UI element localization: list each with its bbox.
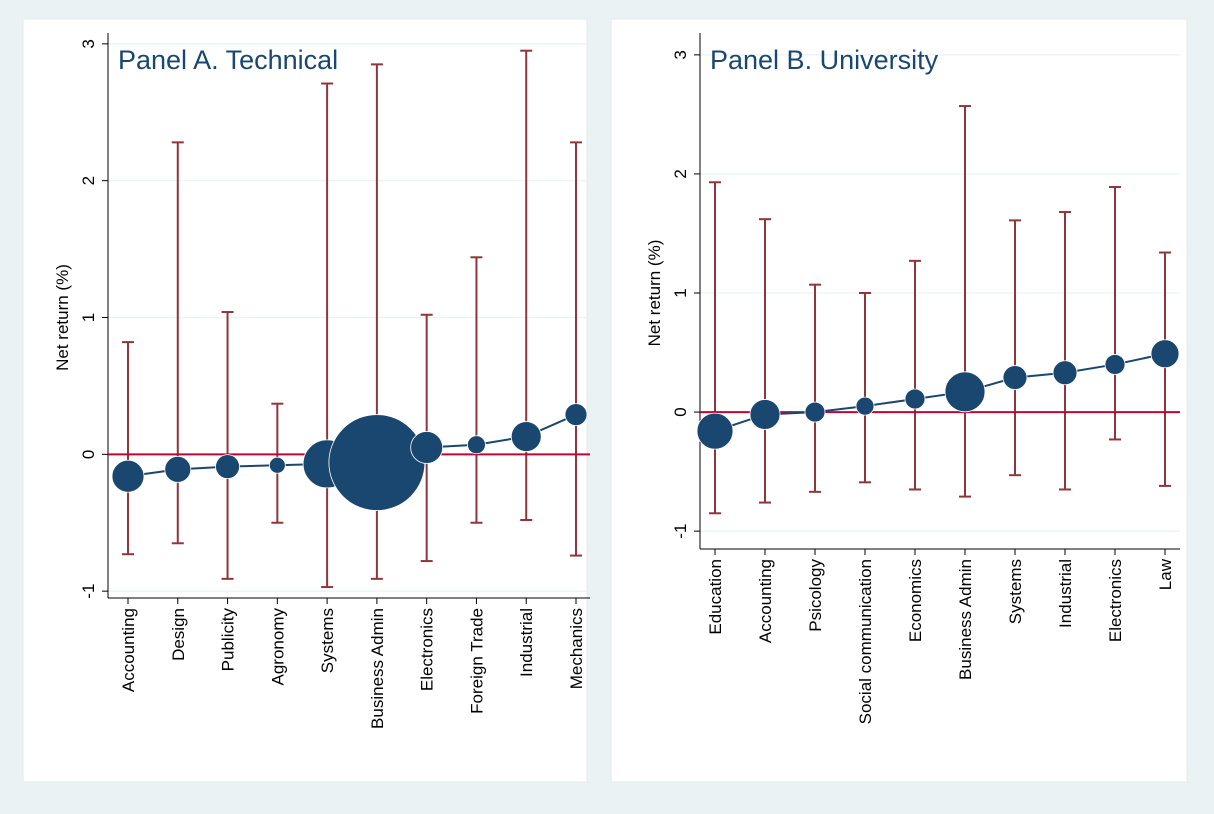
panel-a-technical: -1 0 1 2 3 Net return (%) Accounting Design Publ… — [22, 18, 590, 783]
x-tick-label: Agronomy — [268, 608, 287, 686]
panel-title: Panel B. University — [710, 45, 939, 75]
x-tick-label: Business Admin — [956, 559, 975, 680]
y-axis-title: Net return (%) — [53, 264, 72, 371]
estimate-marker — [904, 388, 926, 410]
y-tick-label: -1 — [79, 584, 98, 599]
y-tick-label: 2 — [671, 169, 690, 178]
x-tick-label: Industrial — [1056, 559, 1075, 628]
estimate-marker — [328, 414, 426, 511]
panel-title: Panel A. Technical — [118, 45, 338, 75]
x-tick-label: Electronics — [418, 608, 437, 691]
estimate-marker — [696, 412, 734, 450]
estimate-marker — [1002, 365, 1028, 390]
y-tick-label: 2 — [79, 176, 98, 185]
x-tick-label: Mechanics — [567, 608, 586, 689]
y-tick-label: 0 — [671, 407, 690, 416]
y-tick-label: 0 — [79, 450, 98, 459]
panel-background — [22, 18, 588, 783]
x-tick-label: Business Admin — [368, 608, 387, 729]
y-tick-label: 3 — [79, 39, 98, 48]
x-tick-label: Systems — [1006, 559, 1025, 624]
estimate-line — [714, 352, 1166, 433]
estimate-marker — [749, 399, 781, 430]
estimate-marker — [1104, 354, 1126, 375]
estimate-marker — [944, 371, 986, 413]
estimate-marker — [164, 455, 192, 483]
estimate-marker — [855, 396, 875, 416]
x-tick-label: Industrial — [517, 608, 536, 677]
x-tick-label: Law — [1156, 558, 1175, 590]
estimate-marker — [564, 403, 588, 427]
x-tick-label: Accounting — [119, 608, 138, 692]
y-tick-label: 1 — [79, 313, 98, 322]
x-tick-label: Social communication — [856, 559, 875, 724]
x-tick-label: Accounting — [756, 559, 775, 643]
x-tick-label: Foreign Trade — [467, 608, 486, 714]
x-tick-label: Design — [169, 608, 188, 661]
y-tick-label: 1 — [671, 288, 690, 297]
x-tick-label: Publicity — [219, 608, 238, 672]
estimate-marker — [467, 435, 486, 455]
estimate-marker — [804, 401, 826, 423]
panel-b-university: -1 0 1 2 3 Net return (%) Education Accounting P… — [610, 18, 1188, 783]
estimate-marker — [1150, 339, 1180, 369]
y-tick-label: 3 — [671, 50, 690, 59]
x-tick-label: Electronics — [1106, 559, 1125, 642]
estimate-marker — [410, 431, 444, 464]
x-tick-label: Economics — [906, 559, 925, 642]
estimate-marker — [268, 456, 286, 474]
estimate-marker — [1052, 360, 1078, 386]
x-tick-label: Systems — [318, 608, 337, 673]
estimate-marker — [215, 454, 240, 480]
x-tick-label: Education — [706, 559, 725, 635]
y-tick-label: -1 — [671, 524, 690, 539]
y-axis-title: Net return (%) — [645, 240, 664, 347]
x-tick-label: Psicology — [806, 559, 825, 632]
estimate-marker — [111, 459, 145, 493]
estimate-marker — [510, 421, 542, 452]
